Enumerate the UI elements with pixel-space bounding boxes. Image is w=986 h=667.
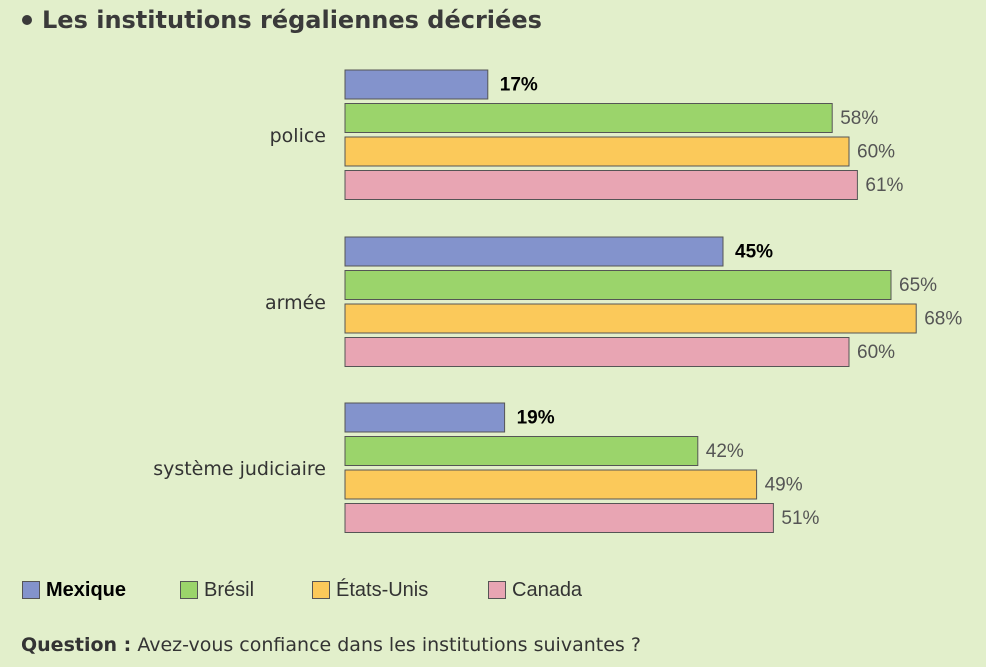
data-label-systeme-judiciaire-bresil: 42% — [706, 441, 744, 462]
data-label-systeme-judiciaire-canada: 51% — [781, 508, 819, 529]
bar-police-bresil — [344, 103, 833, 133]
data-label-armee-etats-unis: 68% — [924, 309, 962, 330]
data-label-police-mexique: 17% — [500, 75, 538, 96]
bar-systeme-judiciaire-bresil — [344, 436, 699, 466]
category-label-armee: armée — [265, 292, 326, 314]
data-label-police-bresil: 58% — [840, 108, 878, 129]
bar-armee-bresil — [344, 270, 892, 300]
legend-swatch-bresil — [180, 581, 198, 599]
bar-armee-etats-unis — [344, 303, 917, 334]
chart-title: Les institutions régaliennes décriées — [22, 6, 542, 34]
legend-label-canada: Canada — [512, 578, 583, 601]
data-label-systeme-judiciaire-etats-unis: 49% — [765, 475, 803, 496]
bar-systeme-judiciaire-mexique — [344, 402, 506, 433]
legend-label-mexique: Mexique — [46, 578, 127, 601]
legend-item-canada: Canada — [488, 579, 582, 602]
legend-swatch-mexique — [22, 581, 40, 599]
category-label-police: police — [270, 125, 326, 147]
chart-title-text: Les institutions régaliennes décriées — [42, 6, 542, 34]
legend-swatch-etats-unis — [312, 581, 330, 599]
legend-item-etats-unis: États-Unis — [312, 579, 428, 602]
bar-systeme-judiciaire-etats-unis — [344, 469, 758, 500]
question-text: Avez-vous confiance dans les institution… — [137, 634, 641, 656]
bar-armee-canada — [344, 337, 850, 367]
legend-swatch-canada — [488, 581, 506, 599]
question-note: Question : Avez-vous confiance dans les … — [21, 634, 641, 656]
bullet-icon — [22, 15, 32, 25]
bar-police-etats-unis — [344, 136, 850, 167]
bar-police-canada — [344, 170, 858, 200]
data-label-police-canada: 61% — [865, 175, 903, 196]
legend-label-bresil: Brésil — [204, 578, 255, 601]
data-label-systeme-judiciaire-mexique: 19% — [517, 408, 555, 429]
legend-label-etats-unis: États-Unis — [336, 578, 429, 601]
data-label-police-etats-unis: 60% — [857, 142, 895, 163]
data-label-armee-bresil: 65% — [899, 275, 937, 296]
data-label-armee-canada: 60% — [857, 342, 895, 363]
question-label: Question : — [21, 634, 132, 656]
legend-item-bresil: Brésil — [180, 579, 254, 602]
category-label-systeme-judiciaire: système judiciaire — [153, 458, 326, 480]
bar-systeme-judiciaire-canada — [344, 503, 774, 533]
bar-police-mexique — [344, 69, 489, 100]
bar-armee-mexique — [344, 236, 724, 267]
data-label-armee-mexique: 45% — [735, 242, 773, 263]
legend-item-mexique: Mexique — [22, 579, 126, 602]
bar-chart: police 17% 58% 60% 61% armée 45% 65% 68% 60% systè… — [153, 69, 962, 533]
